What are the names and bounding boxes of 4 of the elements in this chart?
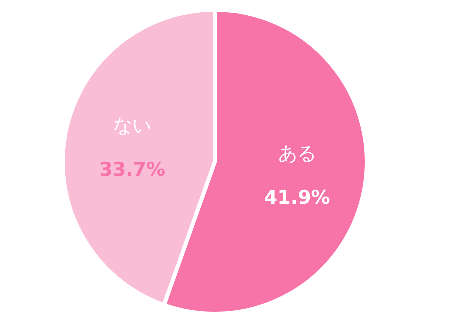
slice-label: ない <box>114 114 152 137</box>
data-label: 33.7% <box>100 158 166 181</box>
data-label: 41.9% <box>264 187 330 210</box>
slice-label: ある <box>278 143 316 166</box>
